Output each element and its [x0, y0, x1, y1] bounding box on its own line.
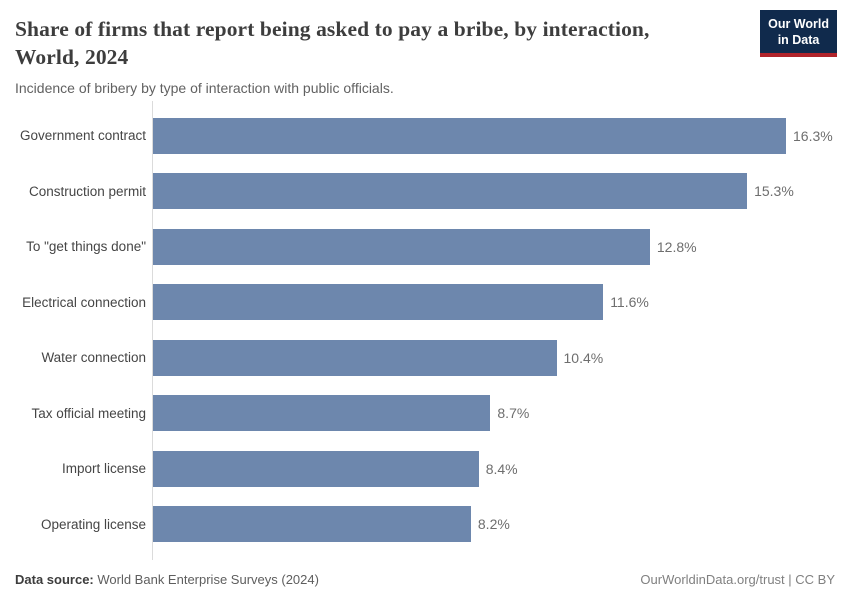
bar-row: Import license 8.4%	[15, 441, 835, 497]
bar-row: Construction permit 15.3%	[15, 164, 835, 220]
bar[interactable]	[152, 339, 557, 376]
data-source: Data source: World Bank Enterprise Surve…	[15, 572, 319, 587]
value-label: 8.7%	[497, 405, 530, 422]
category-label: Tax official meeting	[31, 405, 146, 421]
bar-chart: Government contract 16.3% Construction per…	[15, 101, 835, 560]
bar-track: 8.7%	[152, 395, 835, 432]
category-label: Construction permit	[28, 183, 146, 199]
chart-title: Share of firms that report being asked t…	[15, 15, 835, 71]
bar[interactable]	[152, 506, 471, 543]
bar[interactable]	[152, 117, 786, 154]
bar-track: 12.8%	[152, 228, 835, 265]
value-label: 11.6%	[610, 294, 649, 311]
chart-title-line1: Share of firms that report being asked t…	[15, 17, 650, 41]
category-label: Government contract	[19, 128, 146, 144]
owid-logo[interactable]: Our World in Data	[760, 10, 837, 57]
bar-track: 10.4%	[152, 339, 835, 376]
data-source-value: World Bank Enterprise Surveys (2024)	[93, 572, 319, 587]
bar[interactable]	[152, 173, 748, 210]
y-axis-line	[152, 101, 153, 560]
bar[interactable]	[152, 284, 604, 321]
value-label: 15.3%	[754, 183, 794, 200]
bar-rows: Government contract 16.3% Construction per…	[15, 108, 835, 552]
bar[interactable]	[152, 450, 479, 487]
value-label: 12.8%	[656, 238, 697, 255]
chart-header: Share of firms that report being asked t…	[0, 0, 850, 96]
bar-row: Water connection 10.4%	[15, 330, 835, 386]
bar-track: 11.6%	[152, 284, 835, 321]
bar-track: 15.3%	[152, 173, 835, 210]
category-label: Import license	[61, 461, 146, 477]
bar[interactable]	[152, 395, 491, 432]
bar-track: 8.2%	[152, 506, 835, 543]
category-label: Electrical connection	[22, 294, 146, 310]
attribution-link[interactable]: OurWorldinData.org/trust | CC BY	[640, 572, 835, 587]
category-label: To "get things done"	[26, 239, 146, 255]
owid-logo-line1: Our World	[768, 17, 829, 31]
bar-row: Electrical connection 11.6%	[15, 275, 835, 331]
bar-row: Tax official meeting 8.7%	[15, 386, 835, 442]
bar-row: Operating license 8.2%	[15, 497, 835, 553]
chart-footer: Data source: World Bank Enterprise Surve…	[15, 572, 835, 587]
bar-row: To "get things done" 12.8%	[15, 219, 835, 275]
bar-row: Government contract 16.3%	[15, 108, 835, 164]
value-label: 8.2%	[477, 516, 510, 533]
owid-logo-line2: in Data	[777, 33, 820, 48]
chart-title-line2: World, 2024	[15, 45, 129, 69]
chart-subtitle: Incidence of bribery by type of interact…	[15, 80, 394, 96]
category-label: Operating license	[40, 516, 146, 532]
value-label: 10.4%	[563, 349, 604, 366]
bar-track: 8.4%	[152, 450, 835, 487]
category-label: Water connection	[41, 350, 146, 366]
data-source-label: Data source:	[15, 572, 94, 587]
value-label: 16.3%	[793, 127, 833, 144]
bar-track: 16.3%	[152, 117, 835, 154]
bar[interactable]	[152, 228, 650, 265]
value-label: 8.4%	[485, 460, 518, 477]
